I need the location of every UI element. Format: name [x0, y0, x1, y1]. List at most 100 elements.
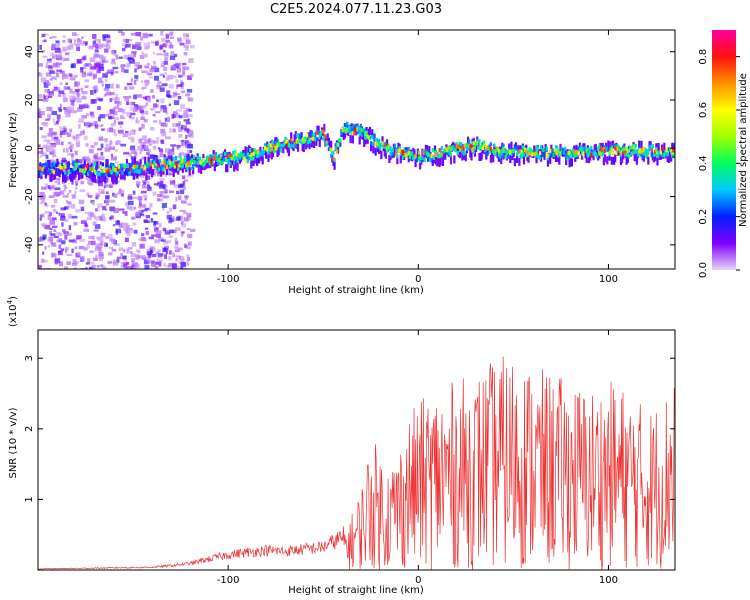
spectrogram-x-axis-label: Height of straight line (km) — [288, 285, 424, 296]
heatmap-cell — [458, 150, 462, 159]
heatmap-cell — [332, 150, 335, 155]
heatmap-cell — [520, 154, 523, 159]
heatmap-cell — [62, 92, 66, 98]
heatmap-cell — [159, 73, 164, 76]
heatmap-cell — [176, 255, 182, 258]
heatmap-cell — [100, 232, 106, 237]
heatmap-cell — [145, 70, 149, 74]
heatmap-cell — [219, 160, 222, 165]
heatmap-cell — [61, 171, 65, 176]
heatmap-cell — [324, 134, 327, 139]
heatmap-cell — [229, 155, 232, 160]
heatmap-cell — [671, 142, 674, 151]
heatmap-cell — [104, 78, 108, 83]
heatmap-cell — [265, 147, 268, 152]
heatmap-cell — [64, 170, 67, 175]
heatmap-cell — [103, 184, 106, 189]
heatmap-cell — [167, 74, 174, 80]
heatmap-cell — [362, 131, 365, 140]
heatmap-cell — [568, 159, 571, 168]
heatmap-cell — [393, 147, 397, 156]
heatmap-cell — [91, 166, 94, 171]
heatmap-cell — [142, 204, 147, 208]
heatmap-cell — [549, 148, 552, 153]
heatmap-cell — [161, 160, 164, 165]
heatmap-cell — [628, 145, 632, 150]
heatmap-cell — [65, 148, 69, 153]
heatmap-cell — [599, 151, 602, 156]
heatmap-cell — [95, 153, 99, 157]
heatmap-cell — [60, 248, 65, 252]
heatmap-cell — [174, 161, 178, 166]
heatmap-cell — [173, 100, 180, 106]
heatmap-cell — [424, 149, 427, 154]
heatmap-cell — [627, 154, 631, 159]
heatmap-cell — [206, 155, 210, 160]
heatmap-cell — [332, 157, 335, 166]
heatmap-cell — [144, 227, 149, 230]
heatmap-cell — [172, 204, 177, 210]
heatmap-cell — [149, 68, 154, 73]
heatmap-cell — [57, 181, 61, 185]
heatmap-cell — [53, 71, 58, 74]
heatmap-cell — [530, 152, 534, 157]
heatmap-cell — [168, 172, 175, 176]
heatmap-cell — [480, 151, 483, 160]
heatmap-cell — [105, 163, 108, 168]
heatmap-cell — [532, 150, 535, 155]
heatmap-cell — [146, 163, 149, 168]
heatmap-cell — [627, 148, 631, 153]
heatmap-cell — [453, 155, 456, 164]
heatmap-cell — [140, 255, 146, 260]
heatmap-cell — [56, 211, 59, 214]
heatmap-cell — [59, 166, 62, 175]
heatmap-cell — [86, 158, 91, 163]
heatmap-cell — [79, 168, 82, 173]
heatmap-cell — [169, 42, 172, 46]
heatmap-cell — [268, 144, 271, 149]
heatmap-cell — [171, 163, 174, 172]
heatmap-cell — [445, 151, 448, 156]
heatmap-cell — [115, 175, 118, 184]
heatmap-cell — [404, 147, 407, 156]
heatmap-cell — [95, 216, 98, 221]
heatmap-cell — [134, 165, 138, 170]
heatmap-cell — [542, 147, 545, 152]
heatmap-cell — [308, 137, 311, 142]
heatmap-cell — [173, 110, 178, 115]
heatmap-cell — [519, 145, 522, 154]
heatmap-cell — [651, 144, 655, 149]
heatmap-cell — [88, 266, 94, 269]
heatmap-cell — [45, 162, 49, 167]
heatmap-cell — [485, 151, 488, 160]
heatmap-cell — [185, 40, 191, 43]
heatmap-cell — [80, 68, 84, 73]
heatmap-cell — [83, 169, 86, 174]
heatmap-cell — [433, 145, 437, 154]
heatmap-cell — [116, 140, 121, 145]
heatmap-cell — [77, 251, 81, 256]
heatmap-cell — [255, 157, 259, 166]
heatmap-cell — [340, 130, 343, 135]
heatmap-cell — [169, 31, 174, 36]
heatmap-cell — [437, 153, 440, 158]
heatmap-cell — [139, 202, 142, 207]
heatmap-cell — [330, 153, 333, 158]
heatmap-cell — [172, 114, 176, 118]
heatmap-cell — [497, 152, 500, 157]
heatmap-cell — [85, 113, 89, 117]
heatmap-cell — [180, 159, 183, 164]
heatmap-cell — [38, 72, 41, 76]
heatmap-cell — [595, 154, 599, 159]
heatmap-cell — [235, 155, 238, 160]
heatmap-cell — [103, 87, 110, 91]
heatmap-cell — [657, 142, 660, 151]
heatmap-cell — [75, 140, 80, 144]
heatmap-cell — [533, 145, 536, 154]
heatmap-cell — [84, 85, 89, 89]
heatmap-cell — [421, 148, 424, 157]
heatmap-cell — [375, 138, 378, 147]
heatmap-cell — [38, 169, 41, 174]
heatmap-cell — [300, 140, 303, 145]
heatmap-cell — [94, 64, 101, 70]
